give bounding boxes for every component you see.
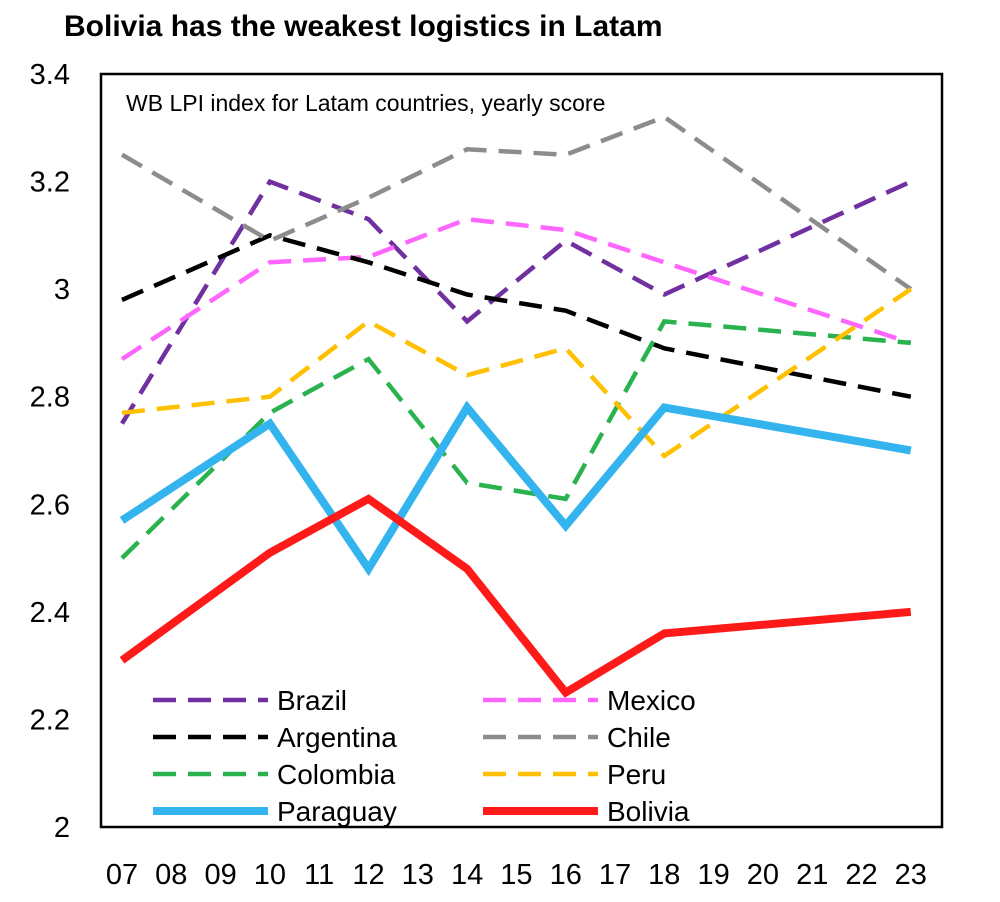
series-layer xyxy=(119,114,913,698)
legend-label-mexico: Mexico xyxy=(607,685,696,716)
chart-title: Bolivia has the weakest logistics in Lat… xyxy=(64,10,663,43)
y-tick-label: 2 xyxy=(54,812,70,844)
x-tick-label: 15 xyxy=(500,859,532,891)
y-tick-label: 2.8 xyxy=(30,382,70,414)
y-tick-label: 2.2 xyxy=(30,704,70,736)
x-tick-label: 08 xyxy=(155,859,187,891)
series-line-argentina xyxy=(121,233,912,399)
series-line-mexico xyxy=(120,216,912,361)
series-line-bolivia xyxy=(119,494,912,698)
series-line-paraguay xyxy=(119,400,912,577)
series-line-chile xyxy=(120,114,913,291)
x-tick-label: 11 xyxy=(304,859,334,891)
legend-label-brazil: Brazil xyxy=(277,685,347,716)
y-tick-label: 2.6 xyxy=(30,489,70,521)
x-tick-label: 21 xyxy=(796,859,828,891)
y-tick-label: 3 xyxy=(54,274,70,306)
legend-label-bolivia: Bolivia xyxy=(607,796,690,827)
series-line-colombia xyxy=(120,319,911,560)
x-tick-label: 12 xyxy=(352,859,384,891)
y-axis-ticks: 3.4 3.2 3 2.8 2.6 2.4 2.2 2 xyxy=(30,59,70,844)
x-tick-label: 10 xyxy=(254,859,286,891)
x-tick-label: 20 xyxy=(747,859,779,891)
legend-label-colombia: Colombia xyxy=(277,759,396,790)
x-tick-label: 19 xyxy=(697,859,729,891)
y-tick-label: 3.4 xyxy=(30,59,70,91)
chart-subtitle: WB LPI index for Latam countries, yearly… xyxy=(126,90,605,116)
x-axis-ticks: 07 08 09 10 11 12 13 14 15 16 17 18 19 20 21 22 23 xyxy=(106,859,927,891)
legend: Brazil Mexico Argentina Chile Colombia Peru Pa… xyxy=(153,685,696,827)
legend-label-paraguay: Paraguay xyxy=(277,796,397,827)
x-tick-label: 17 xyxy=(599,859,631,891)
legend-label-peru: Peru xyxy=(607,759,666,790)
plot-frame xyxy=(99,72,944,829)
series-line-brazil xyxy=(120,178,912,425)
legend-label-chile: Chile xyxy=(607,722,671,753)
y-tick-label: 3.2 xyxy=(30,167,70,199)
x-tick-label: 22 xyxy=(845,859,877,891)
legend-label-argentina: Argentina xyxy=(277,722,397,753)
x-tick-label: 07 xyxy=(106,859,138,891)
series-line-peru xyxy=(121,287,913,459)
x-tick-label: 14 xyxy=(451,859,483,891)
x-tick-label: 09 xyxy=(204,859,236,891)
x-tick-label: 23 xyxy=(895,859,927,891)
x-tick-label: 13 xyxy=(402,859,434,891)
x-tick-label: 18 xyxy=(648,859,680,891)
y-tick-label: 2.4 xyxy=(30,597,70,629)
x-tick-label: 16 xyxy=(550,859,582,891)
